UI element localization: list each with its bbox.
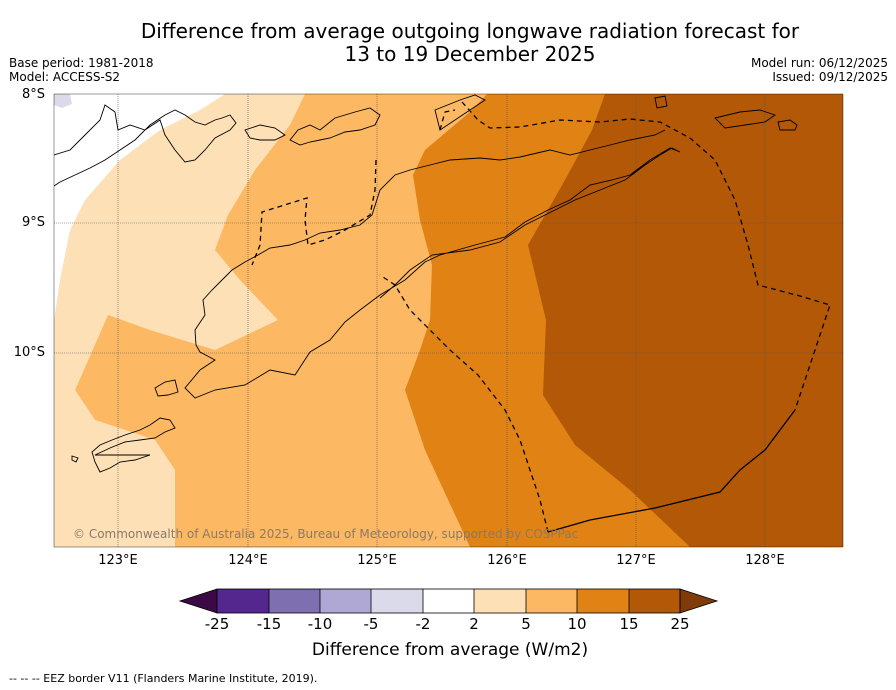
eez-footnote: -- -- -- EEZ border V11 (Flanders Marine… [9, 672, 318, 685]
coast-romang [654, 95, 668, 109]
copyright-notice: © Commonwealth of Australia 2025, Bureau… [73, 527, 579, 541]
coast-babar [714, 109, 776, 129]
meta-right: Model run: 06/12/2025 Issued: 09/12/2025 [751, 56, 888, 84]
map-title: Difference from average outgoing longwav… [110, 20, 830, 66]
coast-timor [184, 129, 681, 399]
cbar-label-p15: 15 [619, 615, 639, 633]
coastlines [54, 94, 798, 473]
lat-label-8s: 8°S [21, 87, 45, 102]
cbar-label-p2: 2 [469, 615, 479, 633]
title-line-1: Difference from average outgoing longwav… [140, 19, 800, 43]
colorbar-n2-p2 [423, 589, 474, 613]
lat-label-10s: 10°S [13, 345, 45, 360]
cbar-label-p10: 10 [567, 615, 587, 633]
band-neutral [54, 94, 225, 320]
coast-pantar [244, 124, 286, 141]
meta-left: Base period: 1981-2018 Model: ACCESS-S2 [9, 56, 154, 84]
cbar-label-n25: -25 [204, 615, 230, 633]
cbar-label-p5: 5 [521, 615, 531, 633]
anomaly-field [54, 94, 843, 547]
model-name: Model: ACCESS-S2 [9, 70, 121, 84]
coast-rote [91, 417, 176, 473]
coast-wetar [434, 94, 486, 131]
cbar-label-n15: -15 [256, 615, 282, 633]
cbar-label-n2: -2 [415, 615, 431, 633]
eez-dashed-east [461, 101, 831, 411]
lon-label-128e: 128°E [745, 553, 785, 568]
lon-label-123e: 123°E [98, 553, 138, 568]
lat-label-9s: 9°S [21, 215, 45, 230]
eez-dashed-timor-leste [251, 159, 377, 266]
band-2-5-lower [54, 230, 175, 547]
eez-dashed-wetar [439, 109, 456, 131]
issued-date: Issued: 09/12/2025 [772, 70, 888, 84]
cbar-label-n5: -5 [363, 615, 379, 633]
cbar-label-n10: -10 [307, 615, 333, 633]
colorbar-title: Difference from average (W/m2) [311, 640, 589, 660]
colorbar-p5-p10 [526, 589, 577, 613]
colorbar-extend-low [178, 588, 218, 614]
coast-babar-small [777, 119, 798, 131]
colorbar-n25-n15 [217, 589, 269, 613]
title-line-2: 13 to 19 December 2025 [344, 42, 596, 66]
eez-border [251, 101, 831, 533]
lon-label-126e: 126°E [487, 553, 527, 568]
colorbar [178, 588, 719, 614]
cbar-label-p25: 25 [670, 615, 690, 633]
model-run: Model run: 06/12/2025 [750, 56, 888, 70]
eez-solid-segment [547, 409, 796, 533]
coast-alor [289, 107, 381, 146]
map-frame [53, 93, 844, 548]
band-neg-2-5 [54, 94, 72, 108]
colorbar-outline [216, 588, 681, 614]
coast-flores [54, 104, 237, 187]
colorbar-p15-p25 [629, 589, 680, 613]
colorbar-p2-p5 [474, 589, 526, 613]
lon-label-125e: 125°E [357, 553, 397, 568]
colorbar-extend-high [679, 588, 719, 614]
colorbar-n5-n2 [371, 589, 423, 613]
coast-ndana [71, 455, 79, 463]
lon-label-124e: 124°E [228, 553, 268, 568]
colorbar-n15-n10 [269, 589, 320, 613]
eez-dashed-west [379, 274, 549, 533]
lon-label-127e: 127°E [616, 553, 656, 568]
gridlines [54, 94, 843, 547]
colorbar-n10-n5 [320, 589, 371, 613]
base-period: Base period: 1981-2018 [9, 56, 154, 70]
colorbar-p10-p15 [577, 589, 629, 613]
coast-semau [154, 379, 179, 397]
